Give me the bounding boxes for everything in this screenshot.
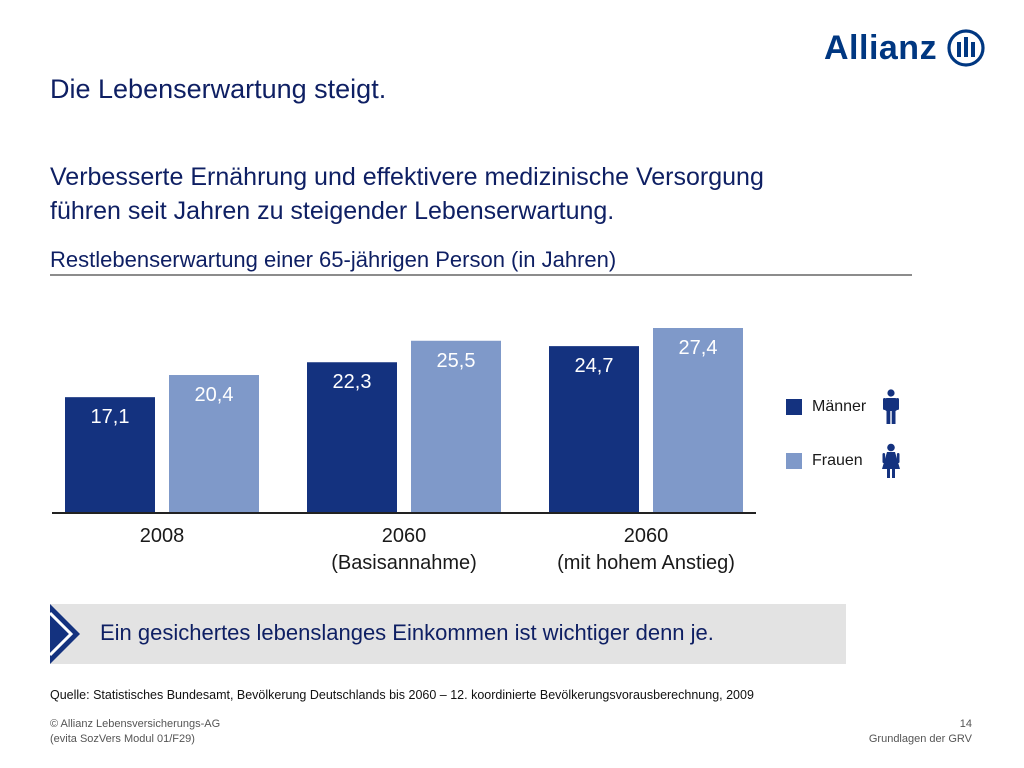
subtitle-line: Verbesserte Ernährung und effektivere me… (50, 163, 764, 191)
data-label: 27,4 (679, 337, 718, 359)
page-number: 14 (959, 718, 972, 730)
logo-wordmark: Allianz (824, 28, 938, 67)
x-tick-label: 2060 (382, 525, 427, 547)
x-tick-label: (Basisannahme) (331, 552, 477, 574)
allianz-emblem-icon (947, 29, 985, 67)
x-tick-label: 2008 (140, 525, 185, 547)
chevron-right-icon (50, 604, 80, 664)
legend-item-frauen: Frauen (786, 443, 902, 478)
bar-maenner-2 (549, 346, 639, 512)
subtitle-line: führen seit Jahren zu steigender Lebense… (50, 197, 615, 225)
data-label: 17,1 (91, 406, 130, 428)
subtitle: Verbesserte Ernährung und effektivere me… (50, 160, 910, 228)
chart-title-divider (50, 274, 912, 276)
key-message-callout: Ein gesichertes lebenslanges Einkommen i… (50, 604, 846, 664)
bar-frauen-0 (169, 375, 259, 512)
source-note: Quelle: Statistisches Bundesamt, Bevölke… (50, 688, 754, 702)
allianz-logo: Allianz (824, 28, 985, 68)
footer-right: 14 Grundlagen der GRV (869, 717, 972, 747)
legend-swatch-maenner (786, 399, 802, 415)
legend-label-maenner: Männer (812, 398, 867, 415)
footer-section: Grundlagen der GRV (868, 733, 972, 745)
chart-legend: Männer Frauen (786, 389, 902, 500)
man-icon (883, 389, 899, 424)
bar-frauen-1 (411, 340, 501, 512)
woman-icon (882, 443, 900, 478)
footer-module: (evita SozVers Modul 01/F29) (50, 733, 195, 745)
x-tick-label: 2060 (624, 525, 669, 547)
legend-item-maenner: Männer (786, 389, 902, 424)
footer-copyright: © Allianz Lebensversicherungs-AG (50, 718, 221, 730)
page-title: Die Lebenserwartung steigt. (50, 74, 387, 104)
bar-maenner-0 (65, 397, 155, 512)
legend-label-frauen: Frauen (812, 452, 863, 469)
footer-left: © Allianz Lebensversicherungs-AG (evita … (50, 717, 220, 747)
bar-maenner-1 (307, 362, 397, 512)
data-label: 25,5 (437, 350, 476, 372)
bar-frauen-2 (653, 328, 743, 512)
legend-swatch-frauen (786, 453, 802, 469)
chart-title: Restlebenserwartung einer 65-jährigen Pe… (50, 247, 617, 272)
x-tick-label: (mit hohem Anstieg) (557, 552, 735, 574)
data-label: 22,3 (333, 371, 372, 393)
data-label: 20,4 (195, 384, 234, 406)
data-label: 24,7 (575, 355, 614, 377)
callout-text: Ein gesichertes lebenslanges Einkommen i… (100, 620, 714, 645)
